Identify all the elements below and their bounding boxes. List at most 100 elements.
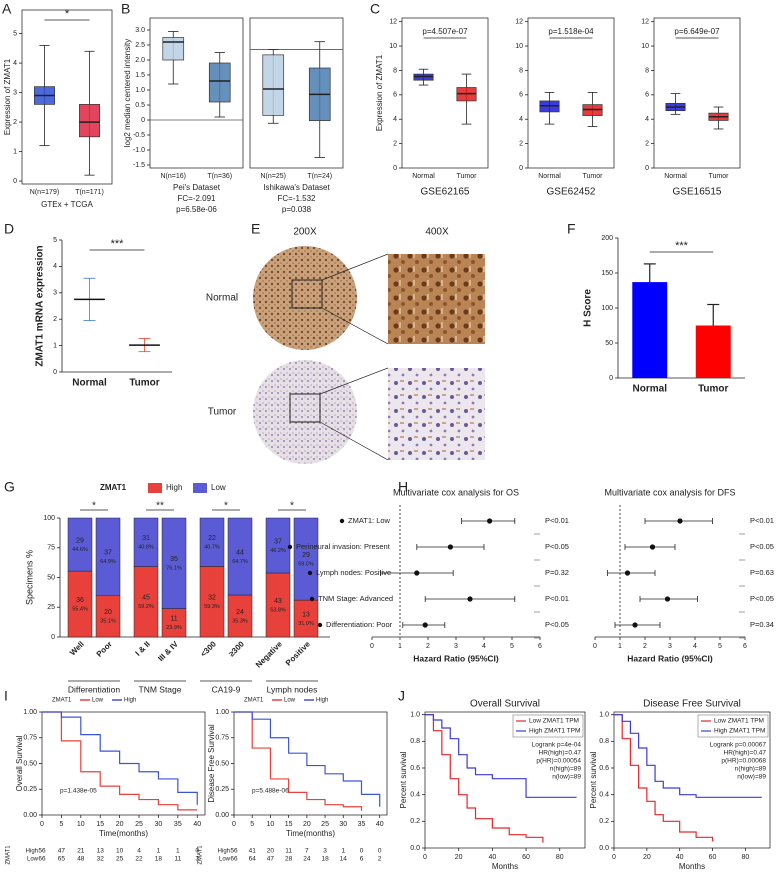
value-label: 59.3% [204,604,220,610]
y-tick-label: 0.8 [410,738,420,745]
y-tick-label: 3 [53,290,57,297]
risk-count: 20 [267,848,275,855]
stat-label: HR(high)=0.47 [724,750,767,757]
bar-segment [199,517,225,567]
annotation: *** [675,240,689,252]
hazard-ratio [467,596,473,602]
x-tick-label: Normal [664,173,687,180]
x-tick-label: 1 [398,643,402,650]
caption: Pei's Dataset [173,183,221,192]
bar-segment [293,599,319,638]
risk-count: 0 [378,848,382,855]
caption: Ishikawa's Dataset [263,183,330,192]
y-tick-label: 50 [47,574,55,581]
group-label: TNM Stage [139,684,182,694]
x-tick-label: 20 [643,854,651,861]
group-label: Differentiation [68,684,121,694]
x-tick-label: 0 [593,643,597,650]
risk-count: 13 [97,848,105,855]
y-tick-label: 2 [519,140,523,147]
y-tick-label: 0.4 [599,792,609,799]
y-tick-label: 1 [13,148,17,155]
risk-row-label: High [26,849,38,855]
chart-title: Multivariate cox analysis for OS [393,487,519,497]
stat-label: n(high)=89 [550,766,582,773]
x-tick-label: 3 [454,643,458,650]
risk-count: 28 [285,856,293,863]
y-tick-label: 0.6 [410,765,420,772]
y-axis-title: H Score [583,289,594,327]
p-value: P<0.01 [545,516,569,525]
y-tick-label: 0.00 [23,812,37,819]
x-tick-label: 60 [522,854,530,861]
caption: p=0.038 [282,205,312,214]
x-tick-label: 5 [510,643,514,650]
survival-curve [425,714,544,843]
y-tick-label: 1.5 [135,72,145,79]
panel-letter: J [398,688,405,704]
risk-count: 0 [195,848,199,855]
x-tick-label: Positive [284,639,312,667]
chart-title: Overall Survival [470,699,540,710]
y-tick-label: 0 [519,165,523,172]
risk-count: 64 [249,856,257,863]
panel-letter: G [4,479,15,495]
survival-curve [614,714,762,798]
x-tick-label: 30 [155,821,163,828]
y-tick-label: 0.75 [23,735,37,742]
x-tick-label: 0 [612,854,616,861]
chart-title: Disease Free Survival [643,699,741,710]
hazard-ratio [422,622,428,628]
y-tick-label: 12 [641,19,649,26]
count-label: 44 [236,549,244,556]
risk-count: 24 [303,856,311,863]
risk-count: 65 [58,856,66,863]
x-axis-title: Hazard Ratio (95%CI) [627,653,713,663]
x-axis-title: GSE16515 [673,187,722,198]
risk-count: 66 [38,856,46,863]
row-label: Differentiation: Poor [326,620,393,629]
y-tick-label: 0.00 [215,812,229,819]
x-tick-label: 1 [618,643,622,650]
y-tick-label: 0 [51,634,55,641]
count-label: 36 [76,597,84,604]
stat-label: n(high)=89 [735,766,767,773]
panel-letter: E [251,221,260,237]
risk-row-label: High [218,849,230,855]
x-tick-label: 40 [376,821,384,828]
hazard-ratio [677,518,683,524]
legend-label: Low ZMAT1 TPM [714,718,764,725]
x-tick-label: Normal [412,173,435,180]
y-tick-label: 100 [601,305,613,312]
risk-count: 18 [321,856,329,863]
x-tick-label: Normal [72,378,107,389]
value-label: 55.4% [72,606,88,612]
significance: * [290,501,294,512]
magnification-label: 400X [425,227,449,238]
annotation: * [65,8,70,20]
y-tick-label: 150 [601,270,613,277]
y-tick-label: 0.2 [410,818,420,825]
y-tick-label: 4 [645,116,649,123]
legend-label: Low [92,698,104,704]
annotation: *** [111,238,125,250]
row-bullet [307,570,313,576]
count-label: 45 [142,595,150,602]
value-label: 76.1% [166,566,182,572]
value-label: 59.2% [138,604,154,610]
x-tick-label: 5 [718,643,722,650]
x-tick-label: 4 [693,643,697,650]
caption: FC=-2.091 [177,194,216,203]
hazard-ratio [632,622,638,628]
risk-count: 6 [360,856,364,863]
bar-segment [161,517,187,609]
x-tick-label: 3 [668,643,672,650]
row-label: Normal [206,293,238,304]
risk-count: 48 [77,856,85,863]
y-axis-title: Percent survival [589,751,598,808]
y-tick-label: 0 [53,369,57,376]
value-label: 64.9% [100,559,116,565]
legend-title: ZMAT1 [244,698,264,704]
